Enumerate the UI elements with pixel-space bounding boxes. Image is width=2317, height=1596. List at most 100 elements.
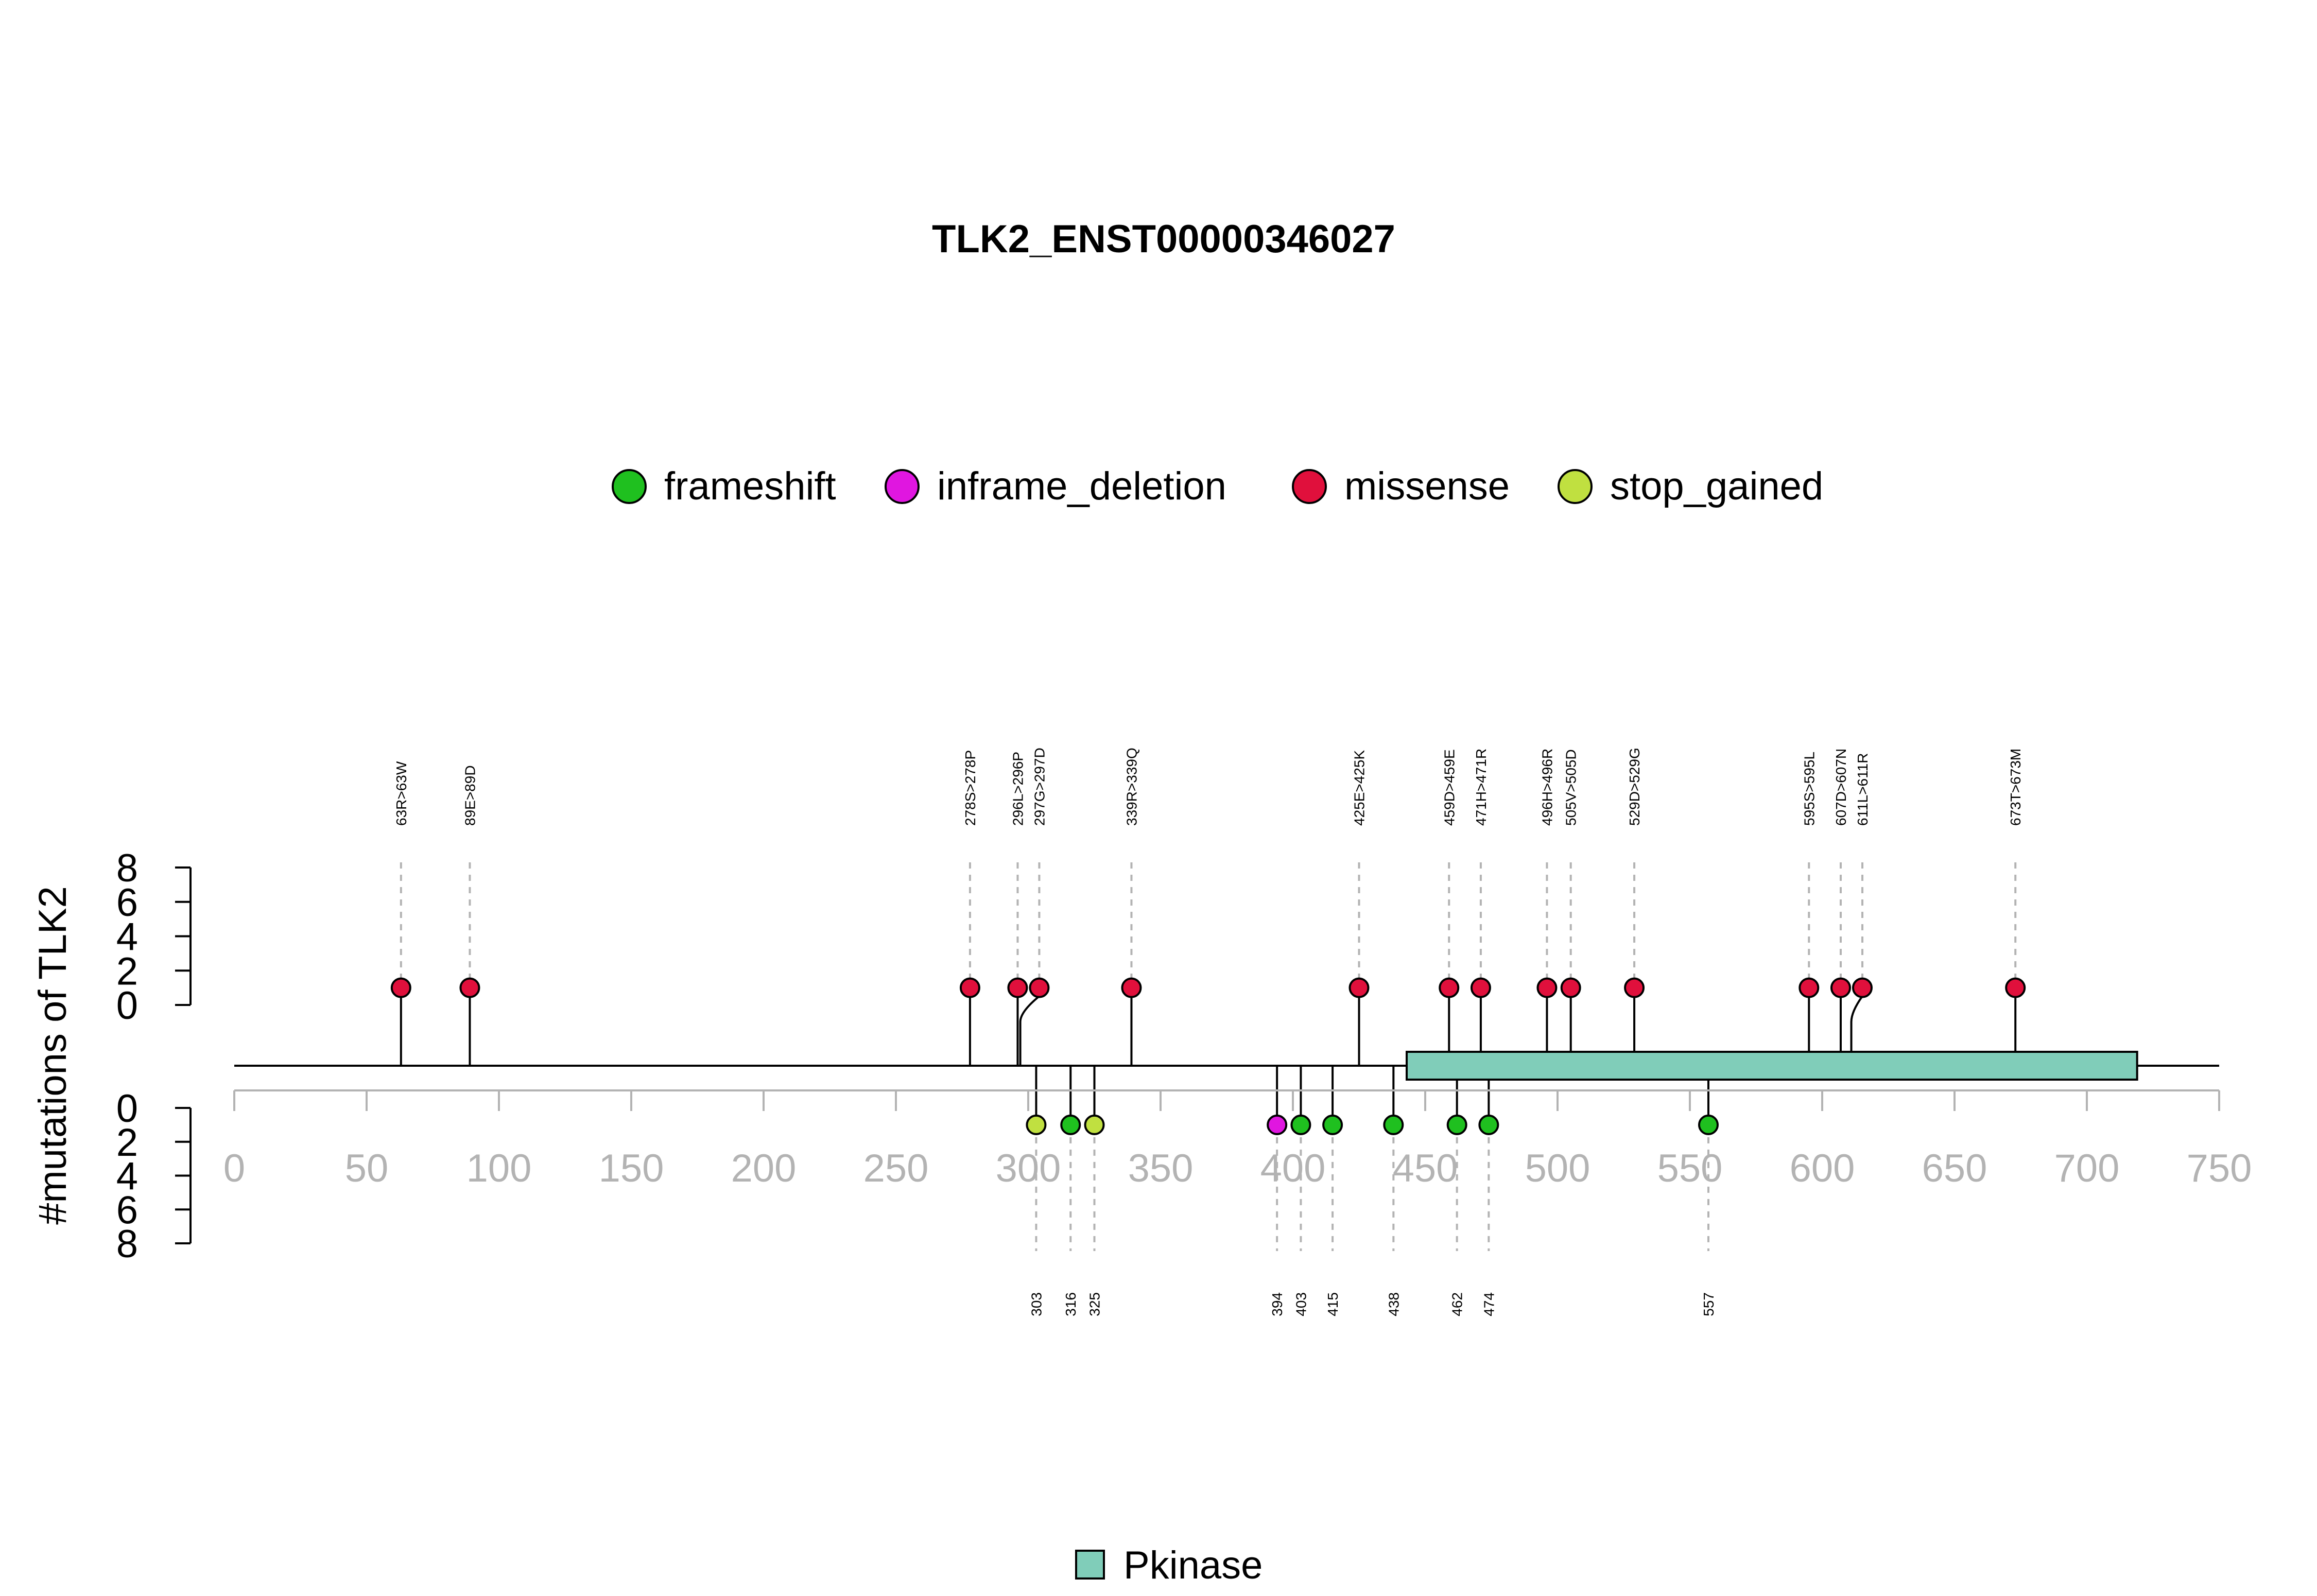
y-tick-label-bottom: 8 — [116, 1222, 138, 1266]
stem-top — [1019, 987, 1041, 1066]
x-tick-label: 0 — [223, 1147, 245, 1190]
y-tick-label-top: 4 — [116, 915, 138, 959]
mutation-label: 459D>459E — [1441, 749, 1457, 826]
mutation-label: 296L>296P — [1010, 752, 1026, 826]
mutation-point — [1348, 977, 1370, 998]
mutation-point — [2005, 977, 2026, 998]
mutation-point — [1852, 977, 1873, 998]
mutation-point — [459, 977, 480, 998]
domain-track — [1406, 1051, 2138, 1081]
y-tick-label-top: 8 — [116, 846, 138, 890]
mutation-label: 595S>595L — [1801, 752, 1817, 826]
guide-lines — [400, 862, 2017, 1251]
mutation-point — [1698, 1114, 1719, 1135]
mutation-position-label: 303 — [1028, 1292, 1044, 1316]
legend-swatch-inframe_deletion — [885, 469, 920, 504]
x-tick-label: 500 — [1525, 1147, 1590, 1190]
x-axis: 0 50 100 150 200 250 300 350 400 450 500 550 600 650 7… — [223, 1089, 2252, 1190]
mutation-position-label: 462 — [1449, 1292, 1465, 1316]
chart-title: TLK2_ENST00000346027 — [932, 217, 1395, 261]
y-tick-label-top: 0 — [116, 984, 138, 1028]
x-tick-label: 400 — [1260, 1147, 1326, 1190]
y-tick-label-top: 6 — [116, 881, 138, 925]
lollipop-heads — [390, 977, 2026, 1135]
x-tick-label: 350 — [1128, 1147, 1194, 1190]
y-tick-label-bottom: 2 — [116, 1121, 138, 1165]
mutation-label: 297G>297D — [1031, 748, 1047, 826]
mutation-label: 611L>611R — [1855, 753, 1871, 826]
mutation-point — [1624, 977, 1645, 998]
mutation-point — [1060, 1114, 1081, 1135]
mutation-point — [1560, 977, 1581, 998]
mutation-point — [1322, 1114, 1343, 1135]
x-tick-label: 200 — [731, 1147, 797, 1190]
legend-swatch-missense — [1292, 469, 1327, 504]
mutation-position-label: 325 — [1087, 1292, 1103, 1316]
mutation-point — [1267, 1114, 1288, 1135]
mutation-labels: 63R>63W 89E>89D 278S>278P 296L>296P 297G>297… — [393, 748, 2024, 1316]
mutation-position-label: 474 — [1481, 1292, 1497, 1316]
mutation-point — [1470, 977, 1491, 998]
legend: frameshift inframe_deletion missense stop_g… — [612, 464, 1823, 508]
mutation-point — [1830, 977, 1851, 998]
y-tick-label-bottom: 4 — [116, 1155, 138, 1199]
legend-swatch-stop_gained — [1558, 469, 1593, 504]
mutation-label: 673T>673M — [2008, 749, 2024, 826]
x-tick-label: 300 — [996, 1147, 1061, 1190]
y-tick-label-top: 2 — [116, 949, 138, 993]
mutation-point — [959, 977, 980, 998]
mutation-label: 505V>505D — [1563, 749, 1579, 826]
mutation-position-label: 403 — [1293, 1292, 1309, 1316]
legend-swatch-frameshift — [612, 469, 647, 504]
mutation-label: 63R>63W — [393, 761, 409, 826]
mutation-position-label: 394 — [1269, 1292, 1285, 1316]
legend-label-stop_gained: stop_gained — [1610, 464, 1823, 508]
x-tick-label: 450 — [1393, 1147, 1458, 1190]
mutation-point — [1383, 1114, 1404, 1135]
y-axis-label: #mutations of TLK2 — [31, 886, 75, 1225]
x-tick-label: 150 — [599, 1147, 664, 1190]
mutation-position-label: 438 — [1386, 1292, 1402, 1316]
mutation-label: 278S>278P — [962, 750, 978, 826]
mutation-point — [1439, 977, 1460, 998]
mutation-position-label: 316 — [1063, 1292, 1079, 1316]
domain-legend-swatch — [1075, 1550, 1105, 1580]
mutation-point — [1446, 1114, 1467, 1135]
mutation-position-label: 557 — [1701, 1292, 1717, 1316]
x-tick-label: 750 — [2187, 1147, 2252, 1190]
y-tick-label-bottom: 0 — [116, 1087, 138, 1131]
legend-label-missense: missense — [1344, 464, 1510, 508]
x-tick-label: 100 — [466, 1147, 532, 1190]
mutation-position-label: 415 — [1325, 1292, 1341, 1316]
mutation-label: 607D>607N — [1833, 749, 1849, 826]
mutation-point — [1121, 977, 1142, 998]
mutation-label: 496H>496R — [1539, 749, 1555, 826]
mutation-point — [1007, 977, 1028, 998]
mutation-point — [1799, 977, 1820, 998]
x-tick-label: 600 — [1790, 1147, 1855, 1190]
mutation-point — [1026, 1114, 1047, 1135]
mutation-label: 425E>425K — [1352, 750, 1368, 826]
mutation-point — [1478, 1114, 1499, 1135]
domain-legend: Pkinase — [1075, 1543, 1263, 1587]
legend-label-frameshift: frameshift — [664, 464, 836, 508]
domain-legend-label: Pkinase — [1123, 1543, 1263, 1587]
y-tick-label-bottom: 6 — [116, 1188, 138, 1232]
mutation-label: 471H>471R — [1473, 749, 1489, 826]
x-tick-label: 250 — [863, 1147, 929, 1190]
mutation-label: 89E>89D — [462, 765, 478, 826]
legend-label-inframe_deletion: inframe_deletion — [937, 464, 1226, 508]
mutation-point — [1290, 1114, 1311, 1135]
x-tick-label: 700 — [2054, 1147, 2120, 1190]
mutation-point — [1536, 977, 1558, 998]
domain-Pkinase — [1406, 1051, 2138, 1081]
mutation-point — [390, 977, 411, 998]
mutation-label: 529D>529G — [1627, 748, 1642, 826]
x-tick-label: 550 — [1657, 1147, 1723, 1190]
mutation-label: 339R>339Q — [1123, 748, 1139, 826]
mutation-point — [1029, 977, 1050, 998]
x-tick-label: 650 — [1922, 1147, 1987, 1190]
